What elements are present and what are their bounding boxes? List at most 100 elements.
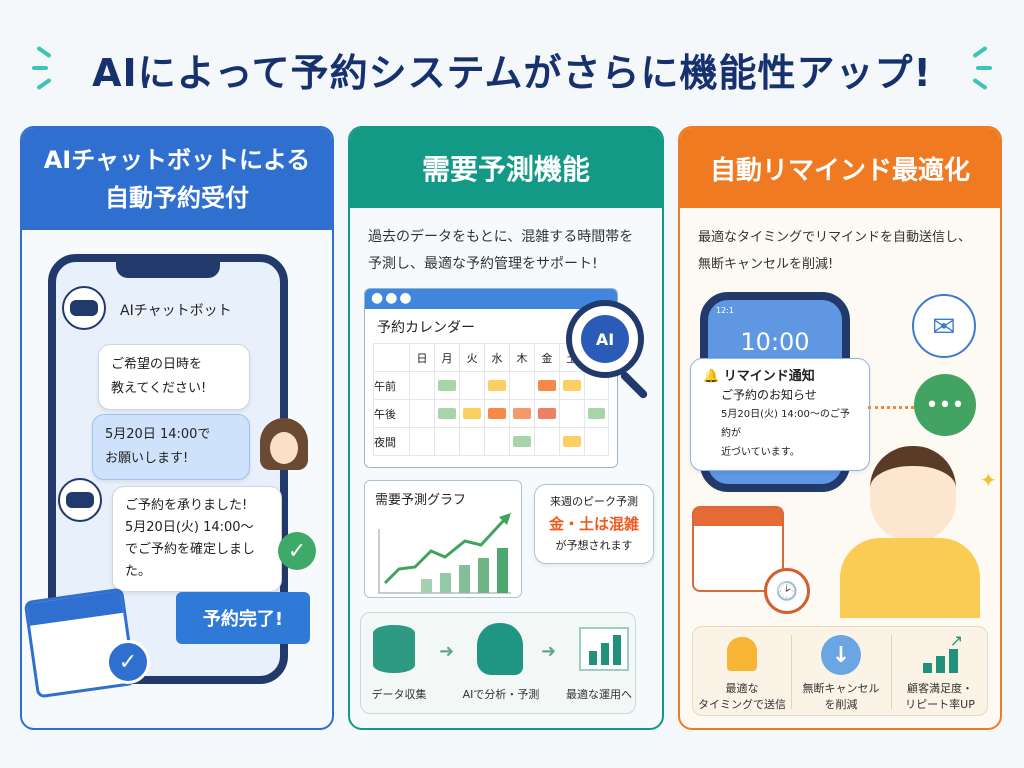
day-header: 月 <box>434 343 460 372</box>
desc-line: 無断キャンセルを削減! <box>698 257 834 272</box>
peak-forecast-bubble: 来週のピーク予測 金・土は混雑 が予想されます <box>534 484 654 564</box>
demand-level-low <box>438 408 456 419</box>
calendar-cell <box>483 399 510 428</box>
day-header: 金 <box>533 343 560 372</box>
ai-badge: AI <box>581 315 629 363</box>
benefit-line: リピート率UP <box>905 698 975 711</box>
panel-demand-forecast: 需要予測機能 過去のデータをもとに、混雑する時間帯を 予測し、最適な予約管理をサ… <box>348 126 664 730</box>
msg-line: 5月20日 14:00で <box>105 427 211 442</box>
arrow-right-icon: ➜ <box>439 641 455 662</box>
notification-body: 近づいています。 <box>721 447 800 458</box>
booking-calendar: ●●● 予約カレンダー 日月火水木金土午前午後夜間 <box>364 288 618 468</box>
bot-message: ご希望の日時を 教えてください! <box>98 344 250 410</box>
panel-heading: 需要予測機能 <box>350 128 662 208</box>
benefit-line: 無断キャンセル <box>802 682 880 695</box>
graph-chart <box>378 513 511 594</box>
dotted-connector <box>868 406 914 409</box>
check-icon: ✓ <box>106 640 150 684</box>
calendar-cell <box>533 371 560 400</box>
flow-step-label: データ収集 <box>371 688 427 701</box>
demand-level-low <box>512 436 531 447</box>
woman-body <box>840 538 980 618</box>
chat-icon: ••• <box>914 374 976 436</box>
msg-line: でご予約を確定しました。 <box>125 542 256 579</box>
user-avatar <box>260 418 308 470</box>
calendar-cell <box>558 399 585 428</box>
graph-bar <box>478 558 489 593</box>
calendar-cell <box>458 371 485 400</box>
flow-step-label: AIで分析・予測 <box>462 688 540 701</box>
calendar-cell <box>508 427 535 456</box>
user-message: 5月20日 14:00で お願いします! <box>92 414 250 480</box>
benefit-label: 最適な タイミングで送信 <box>693 681 791 713</box>
calendar-cell <box>409 399 436 428</box>
calendar-cell <box>533 427 560 456</box>
phone-notch <box>116 260 220 278</box>
peak-line: が予想されます <box>555 539 633 552</box>
bell-icon: 🔔 <box>703 369 720 384</box>
sparkle-decoration <box>32 66 48 70</box>
calendar-cell <box>409 371 436 400</box>
graph-trend-line <box>383 517 507 585</box>
calendar-cell <box>409 427 436 456</box>
msg-line: 5月20日(火) 14:00〜 <box>125 520 254 535</box>
day-header: 木 <box>508 343 535 372</box>
calendar-grid: 日月火水木金土午前午後夜間 <box>372 343 610 456</box>
notification-title: リマインド通知 <box>723 369 815 384</box>
demand-level-high <box>487 408 506 419</box>
divider <box>791 635 792 709</box>
calendar-cell <box>483 371 510 400</box>
day-header: 水 <box>483 343 510 372</box>
demand-level-low <box>438 380 456 391</box>
benefit-line: 顧客満足度・ <box>907 682 973 695</box>
robot-icon <box>62 286 106 330</box>
msg-line: ご希望の日時を <box>111 357 203 372</box>
arrow-right-icon: ➜ <box>541 641 557 662</box>
demand-level-highest <box>537 408 556 419</box>
booking-complete-label: 予約完了! <box>176 592 310 644</box>
calendar-title: 予約カレンダー <box>377 320 475 336</box>
graph-title: 需要予測グラフ <box>375 493 467 508</box>
panel-heading: 自動リマインド最適化 <box>680 128 1000 208</box>
robot-icon <box>58 478 102 522</box>
calendar-cell <box>558 427 585 456</box>
day-header: 火 <box>458 343 485 372</box>
calendar-cell <box>434 399 460 428</box>
check-icon: ✓ <box>278 532 316 570</box>
divider <box>891 635 892 709</box>
panel-auto-remind: 自動リマインド最適化 最適なタイミングでリマインドを自動送信し、 無断キャンセル… <box>678 126 1002 730</box>
calendar-cell <box>558 371 585 400</box>
bot-confirm-message: ご予約を承りました! 5月20日(火) 14:00〜 でご予約を確定しました。 <box>112 486 282 592</box>
graph-bar <box>497 548 508 593</box>
panel-chatbot: AIチャットボットによる 自動予約受付 AIチャットボット ご希望の日時を 教え… <box>20 126 334 730</box>
panel-heading: AIチャットボットによる 自動予約受付 <box>22 128 332 230</box>
demand-level-mid <box>487 380 506 391</box>
desc-line: 予測し、最適な予約管理をサポート! <box>368 256 598 272</box>
magnifier-handle <box>619 370 649 400</box>
notification-body: 5月20日(火) 14:00〜のご予約が <box>721 409 850 439</box>
benefits-box: ↓ ↗ 最適な タイミングで送信 無断キャンセル を削減 顧客満足度・ リピート率UP <box>692 626 988 716</box>
msg-line: 教えてください! <box>111 381 207 396</box>
time-slot-label: 午後 <box>372 399 411 428</box>
calendar-cell <box>533 399 560 428</box>
calendar-cell <box>508 371 535 400</box>
desc-line: 過去のデータをもとに、混雑する時間帯を <box>368 229 634 245</box>
demand-level-high <box>537 380 556 391</box>
growth-chart-icon: ↗ <box>923 631 963 673</box>
msg-line: ご予約を承りました! <box>125 498 248 513</box>
calendar-cell <box>583 427 610 456</box>
benefit-line: 最適な <box>725 682 759 695</box>
demand-level-mid <box>562 380 581 391</box>
down-arrow-icon: ↓ <box>821 635 861 675</box>
calendar-cell <box>583 399 610 428</box>
remind-notification: 🔔 リマインド通知 ご予約のお知らせ 5月20日(火) 14:00〜のご予約が … <box>690 358 870 471</box>
heading-line: AIチャットボットによる <box>43 146 311 174</box>
sparkle-icon: ✦ <box>980 468 997 492</box>
desc-line: 最適なタイミングでリマインドを自動送信し、 <box>698 230 972 245</box>
mail-icon: ✉ <box>912 294 976 358</box>
page-title: AIによって予約システムがさらに機能性アップ! <box>92 51 932 95</box>
graph-bar <box>421 579 432 593</box>
calendar-cell <box>434 427 460 456</box>
trend-arrowhead <box>499 513 511 525</box>
calendar-cell <box>508 399 535 428</box>
